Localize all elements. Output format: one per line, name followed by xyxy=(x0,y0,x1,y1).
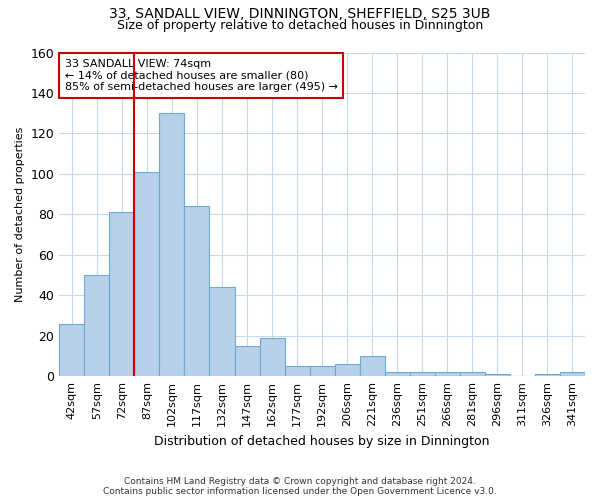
Bar xyxy=(435,372,460,376)
Text: Contains HM Land Registry data © Crown copyright and database right 2024.
Contai: Contains HM Land Registry data © Crown c… xyxy=(103,476,497,496)
Bar xyxy=(310,366,335,376)
Bar xyxy=(109,212,134,376)
Bar xyxy=(385,372,410,376)
Bar xyxy=(284,366,310,376)
Bar xyxy=(485,374,510,376)
Bar xyxy=(134,172,160,376)
Bar xyxy=(235,346,260,376)
Bar xyxy=(535,374,560,376)
Text: Size of property relative to detached houses in Dinnington: Size of property relative to detached ho… xyxy=(117,18,483,32)
Text: 33 SANDALL VIEW: 74sqm
← 14% of detached houses are smaller (80)
85% of semi-det: 33 SANDALL VIEW: 74sqm ← 14% of detached… xyxy=(65,59,338,92)
Bar xyxy=(460,372,485,376)
Bar xyxy=(560,372,585,376)
Bar xyxy=(59,324,85,376)
Bar xyxy=(160,113,184,376)
Bar xyxy=(410,372,435,376)
Text: 33, SANDALL VIEW, DINNINGTON, SHEFFIELD, S25 3UB: 33, SANDALL VIEW, DINNINGTON, SHEFFIELD,… xyxy=(109,8,491,22)
Bar xyxy=(260,338,284,376)
X-axis label: Distribution of detached houses by size in Dinnington: Distribution of detached houses by size … xyxy=(154,434,490,448)
Bar xyxy=(359,356,385,376)
Bar xyxy=(184,206,209,376)
Y-axis label: Number of detached properties: Number of detached properties xyxy=(15,126,25,302)
Bar xyxy=(335,364,359,376)
Bar xyxy=(85,275,109,376)
Bar xyxy=(209,288,235,376)
